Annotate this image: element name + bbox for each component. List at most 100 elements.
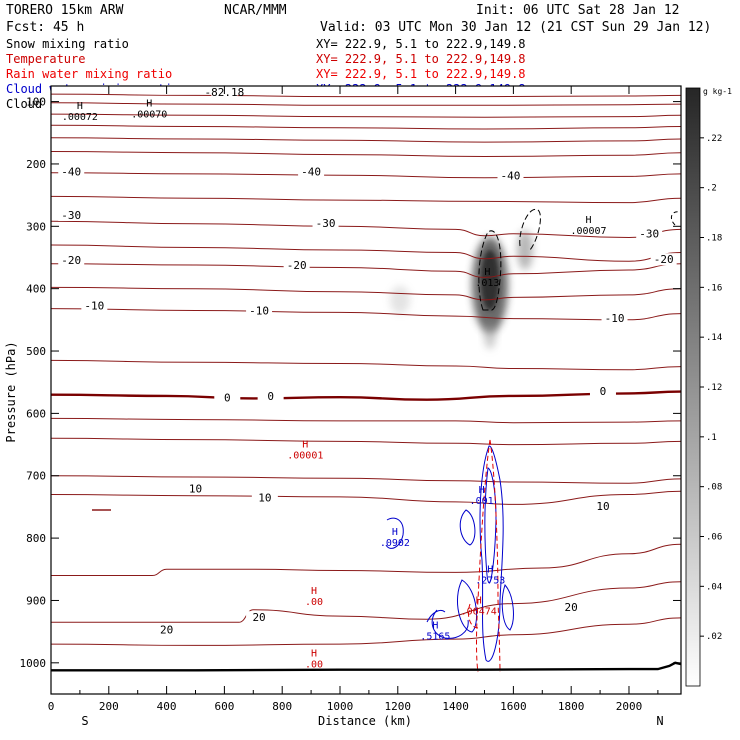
isotherm-label: -10 — [84, 299, 104, 312]
x-tick-label: 400 — [157, 700, 177, 713]
extremum-marker: H — [146, 99, 152, 110]
isotherm-label-bg — [497, 169, 524, 182]
y-tick-label: 100 — [26, 96, 46, 109]
isotherm-line — [51, 102, 681, 106]
isotherm-label: 10 — [596, 500, 609, 513]
extremum-value: .0902 — [380, 538, 410, 549]
isotherm-label: 20 — [252, 611, 265, 624]
x-tick-label: 200 — [99, 700, 119, 713]
isotherm-label-bg — [589, 500, 616, 513]
isotherm-label-bg — [312, 217, 339, 230]
isotherm-label: -20 — [654, 253, 674, 266]
isotherm-line — [51, 543, 681, 576]
isotherm-line — [51, 475, 681, 484]
isotherm-label-bg — [58, 208, 85, 221]
isotherm-label: 20 — [160, 624, 173, 637]
legend-label: Snow mixing ratio — [6, 37, 129, 51]
isotherm-label: -30 — [61, 209, 81, 222]
isotherm-label-bg — [589, 384, 616, 397]
extremum-value: .00072 — [62, 112, 98, 123]
isotherm-line — [51, 137, 681, 143]
isotherm-label: 10 — [258, 491, 271, 504]
extremum-value: .00 — [305, 597, 323, 608]
isotherm-label: 20 — [565, 601, 578, 614]
isotherm-label: -10 — [605, 312, 625, 325]
x-tick-label: 1200 — [385, 700, 412, 713]
isotherm-label: -30 — [639, 228, 659, 241]
extremum-value: .00 — [305, 660, 323, 671]
isotherm-label-bg — [58, 165, 85, 178]
north-label: N — [656, 714, 663, 728]
isotherm-label-bg — [246, 611, 273, 624]
isotherm-label: -20 — [287, 259, 307, 272]
isotherm-label: -40 — [501, 170, 521, 183]
x-axis-title: Distance (km) — [318, 714, 412, 728]
legend-xy: XY= 222.9, 5.1 to 222.9,149.8 — [316, 67, 526, 81]
isotherm-line — [51, 417, 681, 424]
legend-xy: XY= 222.9, 5.1 to 222.9,149.8 — [316, 52, 526, 66]
x-tick-label: 1000 — [327, 700, 354, 713]
colorbar-tick-label: .02 — [706, 632, 722, 642]
extremum-value: .013 — [475, 278, 499, 289]
isotherm-label-bg — [153, 623, 180, 636]
extrema-markers: H.00072H.00070H.00007H.013H.00001H.001H.… — [62, 99, 607, 671]
colorbar-tick-label: .06 — [706, 533, 722, 543]
legend-label: Temperature — [6, 52, 85, 66]
isotherm-line — [51, 286, 681, 301]
extremum-marker: H — [586, 215, 592, 226]
y-tick-label: 700 — [26, 470, 46, 483]
isotherm-label: -40 — [61, 165, 81, 178]
isotherm-line — [51, 359, 681, 371]
y-tick-label: 500 — [26, 345, 46, 358]
extremum-marker: H — [432, 621, 438, 632]
y-tick-label: 1000 — [20, 657, 47, 670]
extremum-value: .5165 — [420, 632, 450, 643]
colorbar-tick-label: .16 — [706, 283, 722, 293]
y-tick-label: 300 — [26, 220, 46, 233]
y-tick-label: 600 — [26, 407, 46, 420]
y-tick-label: 900 — [26, 594, 46, 607]
extremum-marker: H — [302, 440, 308, 451]
plot-frame — [50, 85, 682, 695]
x-tick-label: 2000 — [616, 700, 643, 713]
isotherm-label-bg — [182, 482, 209, 495]
colorbar-ramp — [685, 87, 701, 687]
extremum-value: .001 — [470, 496, 494, 507]
isotherm-line — [51, 220, 681, 239]
extremum-marker: H — [484, 267, 490, 278]
rain-water-contours — [467, 439, 501, 673]
colorbar-tick-label: .14 — [706, 333, 722, 343]
x-tick-label: 600 — [214, 700, 234, 713]
x-tick-label: 0 — [48, 700, 55, 713]
colorbar-tick-label: .18 — [706, 234, 722, 244]
isotherm-line — [51, 263, 681, 278]
isotherm-line — [51, 151, 681, 158]
isotherm-line — [51, 490, 681, 505]
extremum-marker: H — [479, 485, 485, 496]
isotherm-line — [51, 617, 681, 646]
isotherm-line — [51, 195, 681, 204]
isotherm-label-bg — [601, 311, 628, 324]
colorbar-tick-label: .2 — [706, 184, 717, 194]
model-title: TORERO 15km ARW — [6, 3, 124, 18]
isotherm-line — [51, 437, 681, 446]
isotherm-label-bg — [650, 253, 677, 266]
isotherm-label-bg — [283, 258, 310, 271]
isotherm-label: 0 — [600, 385, 607, 398]
colorbar: g kg-1 .02 .04 .06 .08 .1 .12 .14 .16 .18 .2 .22 — [685, 87, 732, 687]
y-tick-label: 800 — [26, 532, 46, 545]
isotherm-label-bg — [257, 389, 284, 402]
legend-xy: XY= 222.9, 5.1 to 222.9,149.8 — [316, 37, 526, 51]
isotherm-label: -10 — [249, 304, 269, 317]
y-tick-label: 400 — [26, 283, 46, 296]
x-tick-label: 1800 — [558, 700, 585, 713]
colorbar-tick-label: .04 — [706, 582, 722, 592]
isotherm-line — [51, 172, 681, 179]
y-tick-label: 200 — [26, 158, 46, 171]
isotherm-label: 0 — [267, 390, 274, 403]
isotherm-label-bg — [298, 165, 325, 178]
x-tick-label: 800 — [272, 700, 292, 713]
colorbar-tick-label: .12 — [706, 383, 722, 393]
